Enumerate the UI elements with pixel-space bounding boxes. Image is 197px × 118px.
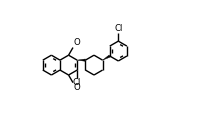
Text: Cl: Cl <box>73 78 81 87</box>
Text: O: O <box>73 83 80 92</box>
Text: Cl: Cl <box>114 24 123 33</box>
Polygon shape <box>103 55 110 60</box>
Polygon shape <box>77 59 85 61</box>
Text: O: O <box>73 38 80 47</box>
